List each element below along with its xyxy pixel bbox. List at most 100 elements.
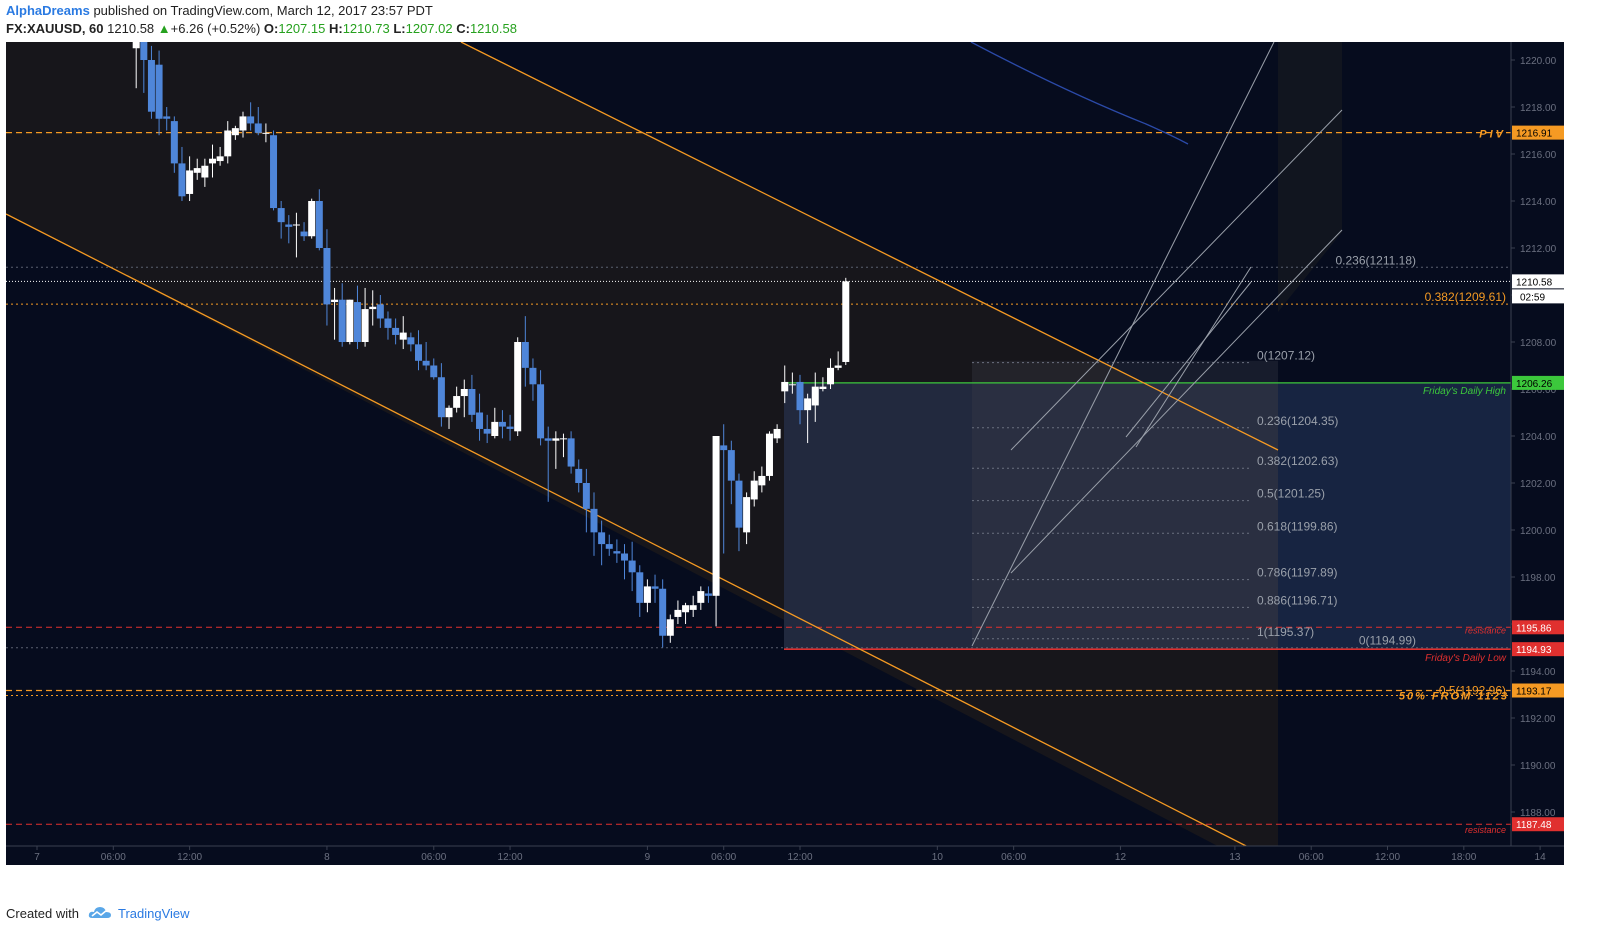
- candle-body: [720, 445, 728, 451]
- price-change: +6.26 (+0.52%): [170, 21, 261, 36]
- pitchfork-line: [1125, 281, 1252, 438]
- fridays-high-tag: 1206.26: [1516, 379, 1553, 390]
- pitchfork-line: [1135, 266, 1252, 448]
- time-tick-label: 12:00: [787, 852, 812, 863]
- time-tick-label: 10: [932, 852, 944, 863]
- candle-body: [407, 337, 415, 345]
- candle-body: [247, 116, 255, 124]
- candle-body: [765, 433, 773, 476]
- candle-body: [697, 591, 705, 603]
- tradingview-cloud-icon: [88, 907, 111, 918]
- price-tick-label: 1218.00: [1520, 103, 1557, 114]
- candle-body: [537, 384, 545, 439]
- price-tick-label: 1214.00: [1520, 197, 1557, 208]
- fridays-high-tag-bg: [1512, 375, 1564, 390]
- candle-body: [559, 438, 567, 440]
- price-tick-label: 1194.00: [1520, 667, 1556, 678]
- candle-body: [590, 508, 598, 533]
- fib-big-label: 0.236(1211.18): [1335, 253, 1416, 267]
- chart-footer: Created with TradingView: [0, 896, 1623, 932]
- candle-body: [453, 396, 461, 408]
- last-price-tag: 1210.58: [1516, 277, 1553, 288]
- fifty-from-label: 50% FROM 1123: [1399, 691, 1509, 703]
- candle-body: [430, 365, 438, 378]
- candle-body: [743, 497, 751, 533]
- time-tick-label: 06:00: [1299, 852, 1324, 863]
- candle-body: [567, 438, 575, 467]
- candle-body: [582, 483, 590, 509]
- fifty-from-tag: 1193.17: [1516, 687, 1552, 698]
- candle-body: [468, 389, 476, 415]
- candle-body: [277, 208, 285, 223]
- candle-body: [796, 381, 804, 411]
- candle-body: [163, 116, 171, 119]
- fib-zone-gray: [784, 382, 1278, 650]
- open-label: O:: [263, 21, 279, 36]
- candles-layer: [132, 42, 850, 648]
- candle-body: [399, 332, 407, 340]
- candle-body: [491, 421, 499, 436]
- candle-body: [308, 201, 316, 237]
- change-arrow-icon: ▲: [157, 21, 171, 36]
- candle-body: [819, 386, 827, 389]
- candle-body: [544, 438, 552, 441]
- piv-label: PIV: [1479, 129, 1506, 141]
- time-tick-label: 06:00: [101, 852, 126, 863]
- candle-body: [231, 128, 239, 136]
- pitchfork-zone: [1278, 42, 1342, 312]
- high-label: H:: [328, 21, 343, 36]
- ohlc-line: FX:XAUUSD, 60 1210.58 ▲+6.26 (+0.52%) O:…: [6, 21, 517, 36]
- candle-body: [170, 121, 178, 164]
- price-tick-label: 1202.00: [1520, 479, 1557, 490]
- candle-body: [506, 426, 514, 429]
- time-tick-label: 14: [1535, 852, 1547, 863]
- candle-body: [498, 421, 506, 427]
- time-tick-label: 18:00: [1451, 852, 1476, 863]
- candle-body: [842, 281, 850, 362]
- candle-body: [323, 248, 331, 305]
- candle-body: [514, 342, 522, 432]
- candle-body: [811, 386, 819, 406]
- time-tick-label: 06:00: [1001, 852, 1026, 863]
- resistance-label: resistance: [1465, 825, 1506, 835]
- fib-small-label: 0.382(1202.63): [1257, 454, 1338, 468]
- small-fib-zone: [972, 360, 1278, 648]
- time-axis-background: [6, 846, 1564, 865]
- candle-body: [712, 436, 720, 596]
- fib-small-label: 0.786(1197.89): [1257, 566, 1338, 580]
- price-tick-label: 1198.00: [1520, 573, 1556, 584]
- resistance-label: resistance: [1465, 625, 1506, 635]
- fib-big-label: 0.5(1192.96): [1439, 683, 1506, 697]
- candle-body: [613, 551, 621, 554]
- countdown-tag: 02:59: [1520, 292, 1545, 303]
- fib-small-label: 0(1207.12): [1257, 349, 1315, 363]
- candle-body: [704, 593, 712, 596]
- tradingview-link[interactable]: TradingView: [118, 906, 190, 921]
- candle-body: [628, 560, 636, 573]
- candle-body: [422, 360, 430, 366]
- resistance-tag-bg: [1512, 620, 1564, 635]
- candle-body: [254, 123, 262, 133]
- close-label: C:: [456, 21, 470, 36]
- fib-small-label: 0.5(1201.25): [1257, 487, 1325, 501]
- candle-body: [338, 299, 346, 342]
- candle-body: [186, 170, 194, 194]
- candle-body: [674, 609, 682, 617]
- candle-body: [621, 553, 629, 561]
- candle-body: [270, 135, 278, 209]
- candle-body: [636, 572, 644, 603]
- candle-body: [201, 165, 209, 178]
- candle-body: [834, 365, 842, 368]
- fib-small-label: 0.618(1199.86): [1257, 519, 1338, 533]
- candle-body: [193, 168, 201, 173]
- candle-body: [827, 367, 835, 385]
- candle-body: [659, 588, 667, 636]
- candle-body: [483, 428, 491, 434]
- candle-body: [140, 42, 148, 60]
- author-link[interactable]: AlphaDreams: [6, 3, 90, 18]
- candle-body: [804, 398, 812, 411]
- time-tick-label: 12:00: [177, 852, 202, 863]
- fib-small-label: 0.886(1196.71): [1257, 593, 1338, 607]
- candle-body: [643, 586, 651, 603]
- price-chart[interactable]: PIV Friday's Daily High Friday's Daily Low…: [6, 42, 1564, 865]
